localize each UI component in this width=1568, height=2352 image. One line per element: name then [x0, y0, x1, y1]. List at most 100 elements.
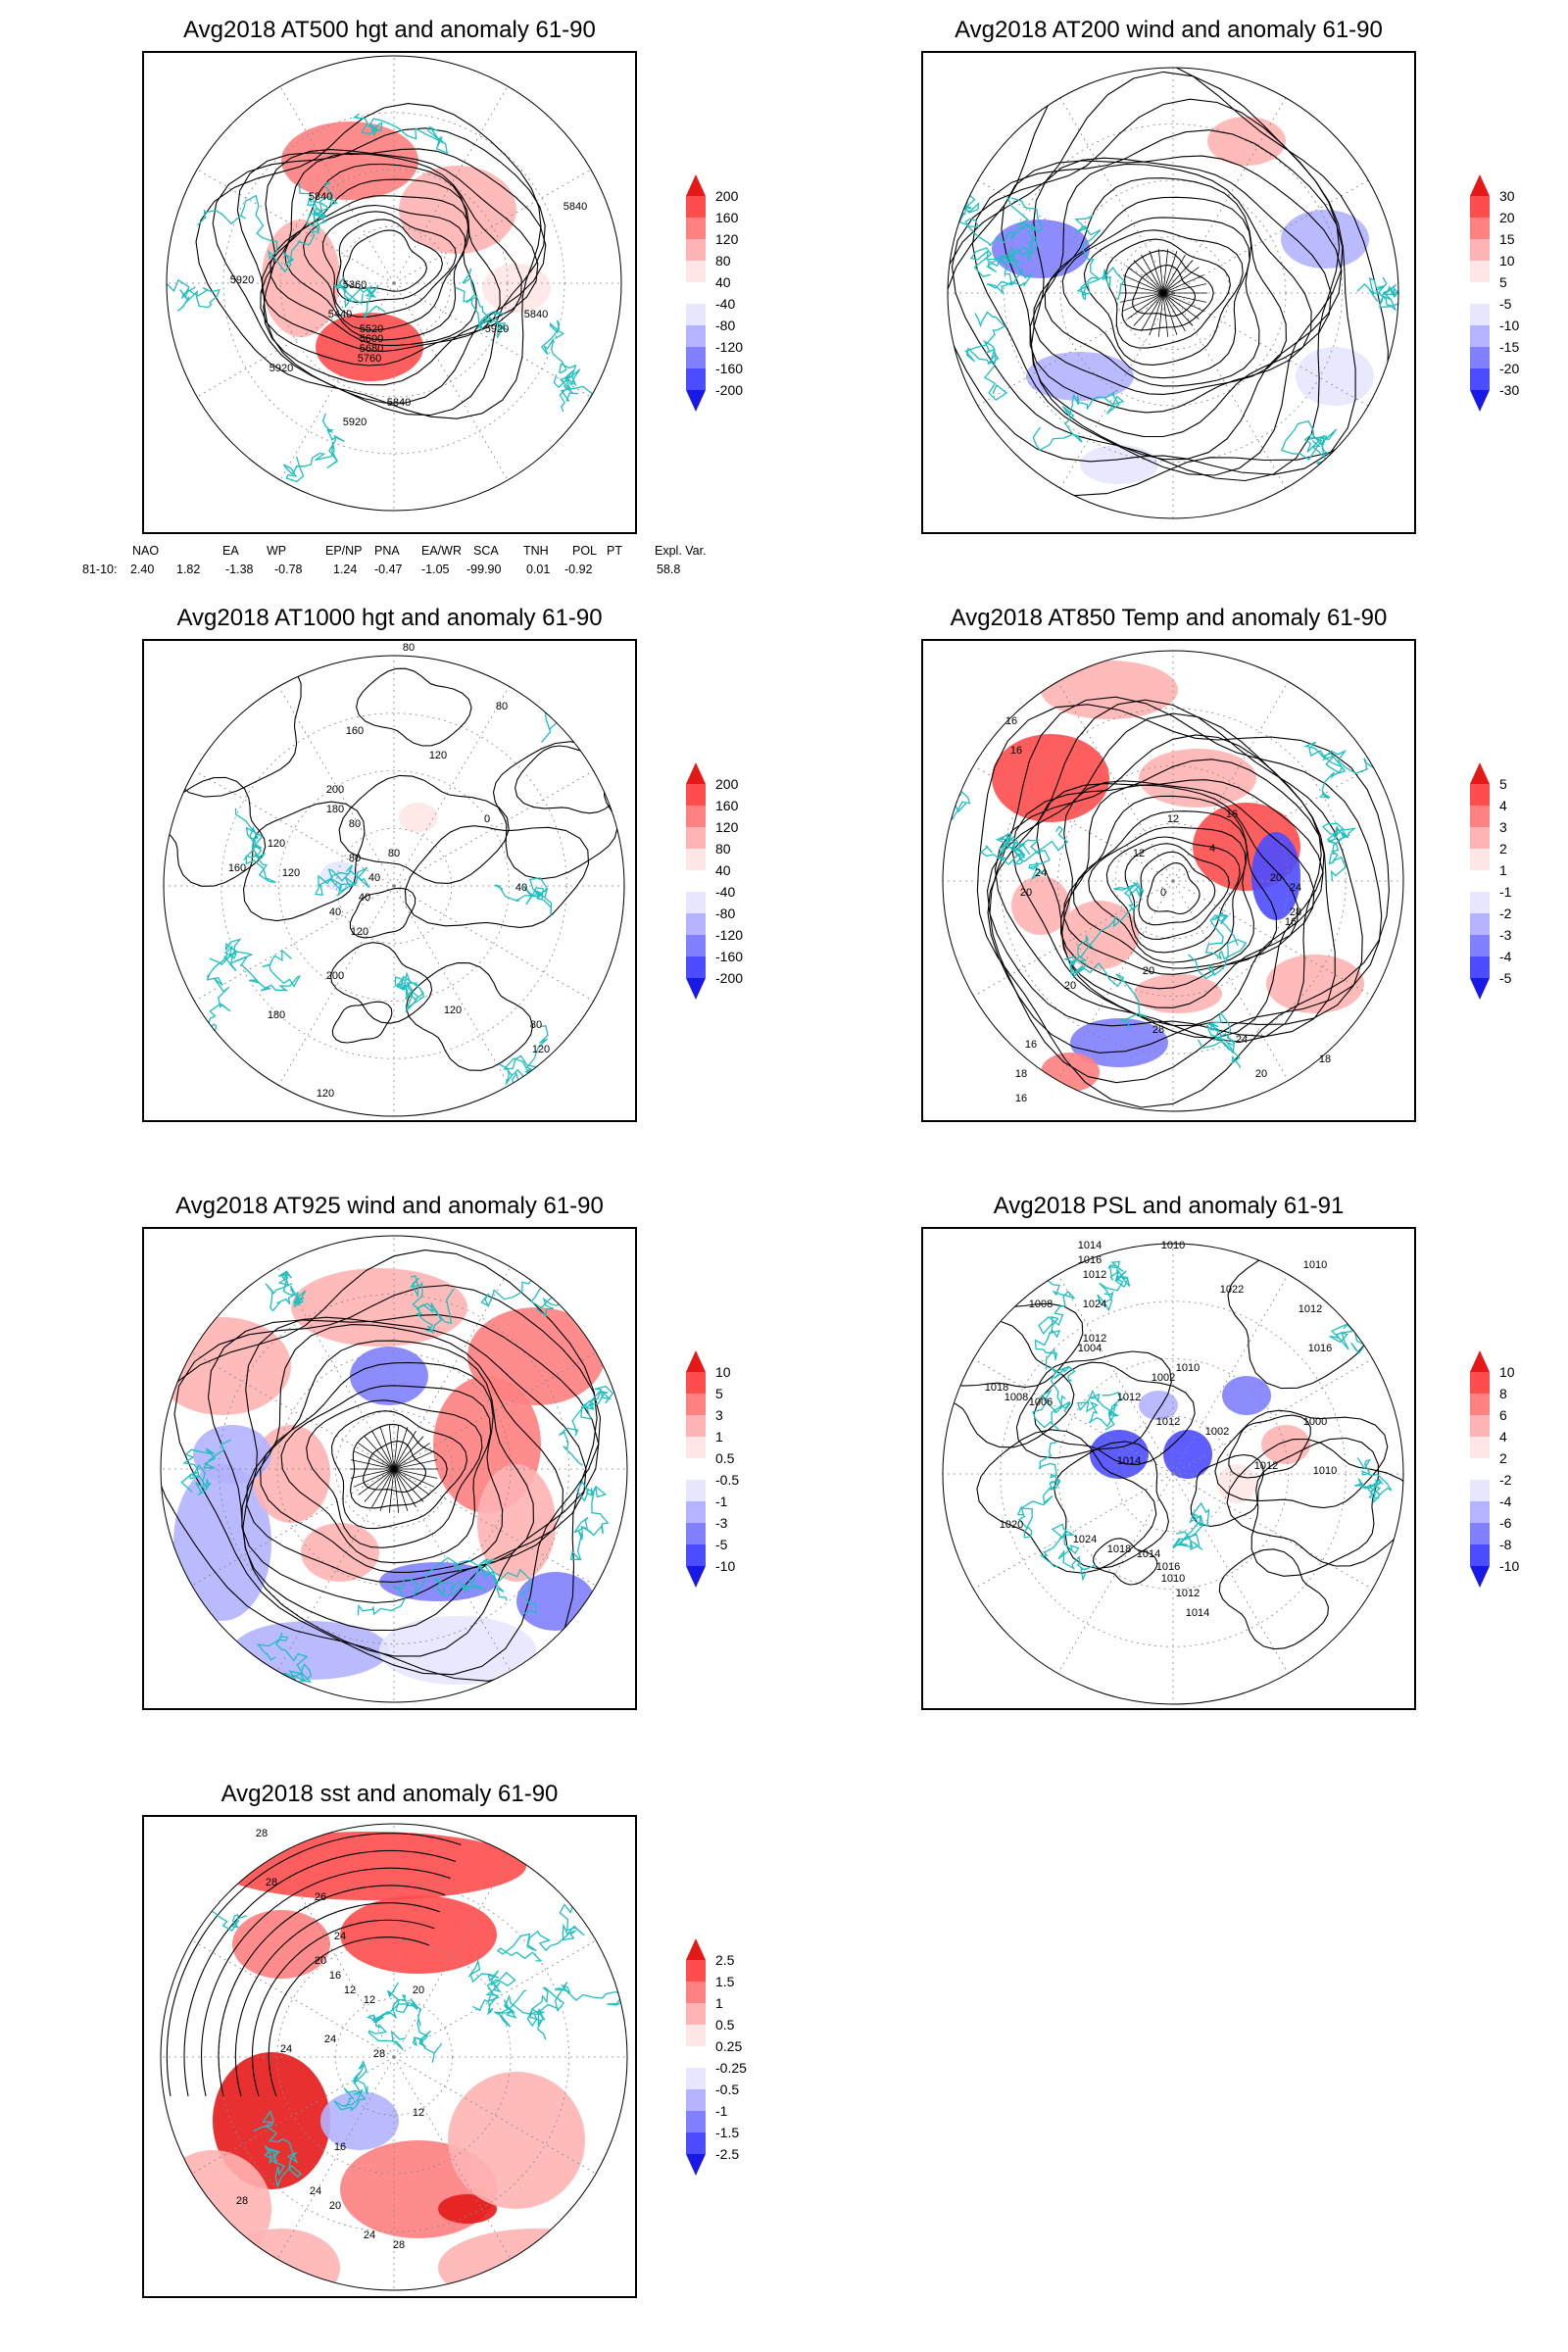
coastline	[234, 808, 276, 883]
colorbar-label: -160	[715, 949, 744, 964]
contour-line	[268, 1936, 430, 2097]
panel-title: Avg2018 AT1000 hgt and anomaly 61-90	[176, 605, 603, 631]
meridian-line	[196, 169, 395, 284]
panel-title: Avg2018 AT925 wind and anomaly 61-90	[175, 1193, 604, 1219]
colorbar-label: 10	[715, 1364, 731, 1380]
colorbar-label: -80	[715, 318, 736, 333]
streamline	[393, 1468, 435, 1488]
colorbar-label: -120	[715, 927, 744, 943]
contour-label: 120	[317, 1088, 334, 1100]
colorbar-cell	[1470, 218, 1490, 239]
contour-label: 120	[268, 838, 285, 850]
colorbar-cell	[686, 2025, 706, 2046]
meridian-line	[1059, 292, 1174, 489]
coastline	[986, 246, 1034, 295]
contour-label: 20	[1270, 872, 1282, 884]
coastline	[530, 1982, 624, 2040]
contour-label: 1010	[1161, 1573, 1185, 1585]
latitude-circle	[1004, 123, 1343, 463]
meridian-line	[276, 2056, 395, 2260]
latitude-circle	[276, 1351, 512, 1587]
map-boundary	[166, 55, 622, 512]
contour-label: 1002	[1205, 1426, 1229, 1438]
anomaly-shading	[1281, 210, 1369, 269]
coastline	[197, 194, 318, 273]
colorbar-label: 80	[715, 841, 731, 857]
contour-line	[1226, 1438, 1403, 1567]
map-frame	[142, 1227, 637, 1710]
map-disk	[943, 1244, 1403, 1704]
contour-line	[321, 211, 457, 318]
streamline	[1162, 292, 1204, 312]
map-disk	[161, 1824, 627, 2290]
map-disk	[164, 656, 624, 1116]
contour-label: 1008	[1029, 1298, 1053, 1310]
colorbar-label: -40	[715, 884, 736, 900]
colorbar-top-arrow	[1470, 1350, 1490, 1372]
streamline	[1149, 292, 1164, 335]
streamline	[388, 1425, 395, 1470]
colorbar-bottom-arrow	[1470, 1566, 1490, 1588]
contour-line	[234, 1902, 440, 2097]
coastline	[180, 1439, 232, 1495]
coastline	[218, 949, 302, 992]
coastline	[333, 276, 386, 319]
contour-label: 5360	[343, 279, 367, 291]
colorbar-label: -10	[1499, 318, 1520, 333]
contour-label: 80	[403, 642, 415, 654]
colorbar-cell	[686, 1394, 706, 1415]
meridian-line	[393, 282, 592, 398]
colorbar-top-arrow	[686, 174, 706, 196]
colorbar-label: -1	[715, 1494, 728, 1509]
contour-label: 120	[444, 1004, 462, 1016]
coastline	[1197, 1011, 1242, 1069]
contour-label: 20	[413, 1984, 424, 1996]
anomaly-shading	[320, 861, 360, 891]
panel-title: Avg2018 PSL and anomaly 61-91	[993, 1193, 1345, 1219]
latitude-circle	[335, 1410, 453, 1528]
contour-line	[405, 962, 534, 1071]
contour-label: 24	[324, 2034, 336, 2045]
contour-label: 1016	[1078, 1254, 1102, 1266]
contour-label: 5920	[343, 416, 367, 428]
colorbar-label: 5	[715, 1386, 723, 1401]
coastlines	[180, 1270, 614, 1690]
header-pna: PNA	[374, 544, 400, 558]
anomaly-shading	[291, 1268, 467, 1347]
coastline	[494, 877, 553, 916]
coastline	[1034, 1277, 1075, 1370]
colorbar-label: -40	[715, 296, 736, 312]
contour-label: 1010	[1161, 1240, 1185, 1251]
colorbar-cell	[686, 2068, 706, 2089]
streamline	[1162, 292, 1169, 337]
colorbar-label: 3	[715, 1407, 723, 1423]
colorbar-cell	[686, 1437, 706, 1458]
contour-label: 20	[1064, 980, 1076, 992]
colorbar-label: -5	[1499, 970, 1512, 986]
header-pt: PT	[607, 544, 622, 558]
contour-line	[303, 204, 466, 331]
contour-label: 16	[1285, 916, 1297, 928]
colorbar-cell	[686, 1544, 706, 1566]
contour-line	[260, 153, 522, 367]
streamline	[1119, 292, 1164, 303]
panel-title: Avg2018 sst and anomaly 61-90	[220, 1781, 559, 1807]
meridian-line	[191, 1468, 395, 1587]
coastline	[1356, 276, 1398, 311]
contour-line	[1054, 1441, 1169, 1570]
contour-label: 80	[349, 818, 361, 830]
colorbar-cell	[686, 1982, 706, 2003]
streamline	[364, 1468, 395, 1502]
contour-label: 40	[359, 892, 370, 904]
contour-label: 1012	[1254, 1460, 1278, 1472]
map-frame: 28 28 26 24 20 16 12 12 24 24 20 28 12 16 24 20 24 28 28	[142, 1815, 637, 2298]
colorbar-bottom-arrow	[686, 390, 706, 412]
anomaly-shading	[281, 122, 418, 200]
colorbar-cell	[1470, 784, 1490, 806]
contour-line	[246, 1340, 534, 1583]
anomaly-shading	[350, 1347, 428, 1405]
header-epnp: EP/NP	[325, 544, 363, 558]
contour-line	[338, 774, 510, 884]
colorbar-label: -8	[1499, 1537, 1512, 1552]
colorbar-cell	[686, 282, 706, 304]
